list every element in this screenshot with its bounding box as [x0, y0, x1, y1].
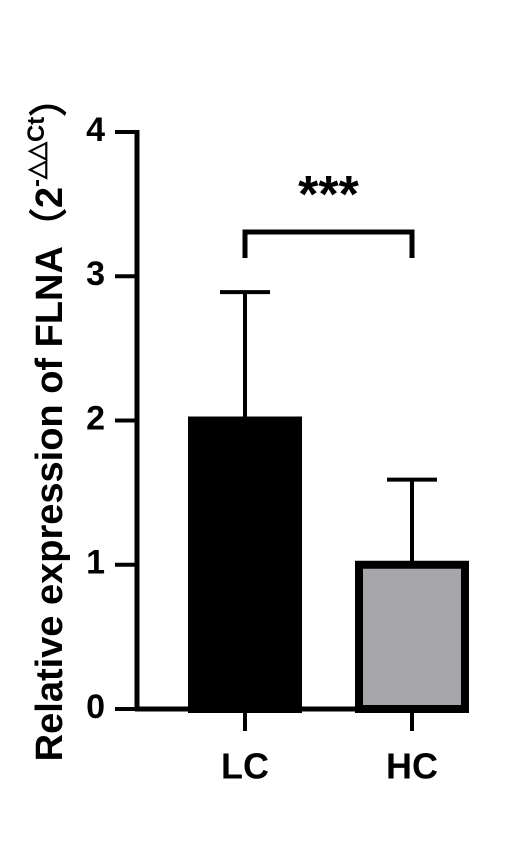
significance-bracket — [242, 229, 415, 258]
y-label-suffix: ） — [29, 79, 71, 117]
x-tick-label: LC — [221, 746, 269, 787]
error-bar — [220, 290, 270, 421]
y-tick-label: 0 — [86, 688, 105, 726]
bar — [355, 560, 469, 713]
y-tick-label: 4 — [86, 111, 105, 149]
y-tick-label: 3 — [86, 255, 105, 293]
y-axis-label: Relative expression of FLNA（2-△△Ct） — [23, 79, 71, 762]
error-bar — [387, 477, 437, 565]
y-tick-label: 2 — [86, 399, 105, 437]
bar — [188, 416, 302, 713]
y-label-text: Relative expression of FLNA（2 — [29, 187, 71, 761]
y-label-superscript: -△△Ct — [23, 117, 50, 187]
x-tick-label: HC — [386, 746, 438, 787]
y-tick-label: 1 — [86, 544, 105, 582]
significance-label: *** — [298, 166, 359, 224]
